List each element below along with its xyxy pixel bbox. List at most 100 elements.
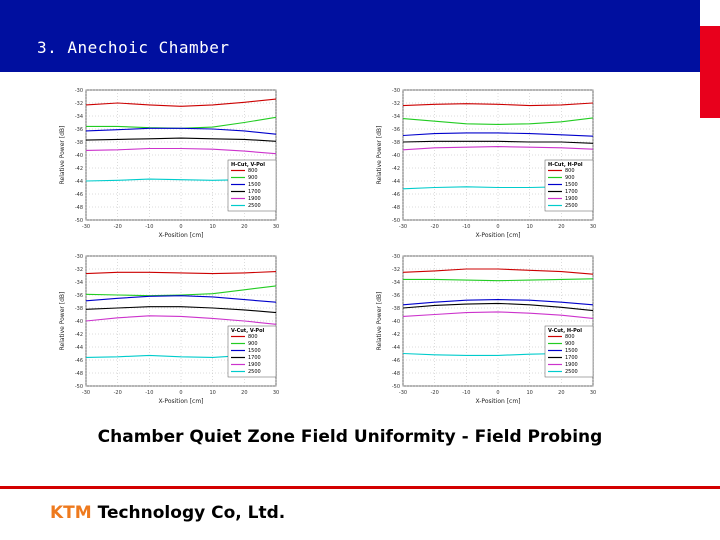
x-tick-label: -30	[82, 390, 90, 396]
series-line-1500	[85, 295, 277, 303]
series-line-1700	[402, 140, 594, 144]
y-tick-label: -40	[392, 319, 400, 325]
legend-title: V-Cut, H-Pol	[548, 328, 582, 334]
y-tick-label: -48	[392, 371, 400, 377]
series-line-1700	[85, 137, 277, 142]
series-line-900	[85, 285, 277, 297]
legend-label: 1700	[565, 355, 578, 361]
y-tick-label: -32	[392, 267, 400, 273]
y-tick-label: -32	[392, 101, 400, 107]
legend-label: 1900	[248, 196, 261, 202]
y-tick-label: -38	[392, 306, 400, 312]
y-tick-label: -32	[75, 267, 83, 273]
legend-label: 800	[248, 334, 258, 340]
x-tick-label: 0	[496, 390, 499, 396]
legend-label: 1700	[248, 355, 261, 361]
y-tick-label: -40	[75, 153, 83, 159]
y-tick-label: -42	[75, 166, 83, 172]
header-bar: 3. Anechoic Chamber	[0, 0, 700, 72]
legend-label: 1900	[248, 362, 261, 368]
company-suffix: Technology Co, Ltd.	[91, 503, 286, 523]
x-tick-label: 10	[209, 390, 215, 396]
x-tick-label: -30	[399, 390, 407, 396]
series-line-1900	[85, 147, 277, 155]
y-tick-label: -46	[392, 192, 400, 198]
y-axis-label: Relative Power [dB]	[376, 292, 383, 351]
chart-v-cut-v-pol: -30 -32 -34 -36 -38 -40 -42 -44 -46 -48 -50 -30 -20-…	[48, 250, 298, 413]
footer-divider	[0, 486, 720, 489]
y-tick-label: -30	[75, 88, 83, 94]
legend-label: 900	[565, 175, 575, 181]
x-tick-label: 10	[209, 224, 215, 230]
y-tick-label: -36	[75, 127, 83, 133]
legend-label: 1900	[565, 196, 578, 202]
legend-title: V-Cut, V-Pol	[231, 328, 265, 334]
legend-label: 1700	[248, 189, 261, 195]
series-line-900	[402, 117, 594, 125]
chart-svg: -30-32-34-36-38-40-42-44-46-48-50-30 -20-…	[376, 254, 596, 405]
y-tick-label: -44	[75, 179, 83, 185]
y-tick-label: -30	[75, 254, 83, 260]
y-tick-label: -40	[75, 319, 83, 325]
y-tick-label: -30	[392, 88, 400, 94]
series-line-1500	[402, 132, 594, 137]
legend-label: 2500	[248, 369, 261, 375]
legend-label: 1500	[248, 348, 261, 354]
series-line-1500	[402, 299, 594, 306]
series-line-1900	[402, 146, 594, 151]
x-tick-label: 30	[273, 224, 279, 230]
x-tick-label: -20	[431, 390, 439, 396]
legend-box	[227, 325, 277, 378]
y-tick-label: -46	[75, 192, 83, 198]
y-tick-label: -50	[392, 218, 400, 224]
series-line-1700	[402, 302, 594, 312]
series-line-1500	[85, 127, 277, 135]
series-line-1900	[85, 315, 277, 325]
chart-svg: -30-32-34-36-38-40-42-44-46-48-50-30 -20-…	[59, 254, 279, 405]
x-tick-label: -10	[462, 224, 470, 230]
x-tick-label: -30	[399, 224, 407, 230]
chart-v-cut-h-pol: -30 -32 -34 -36 -38 -40 -42 -44 -46 -48 -50 -30 -20-…	[365, 250, 615, 413]
x-tick-label: 30	[590, 224, 596, 230]
y-tick-label: -44	[392, 345, 400, 351]
x-tick-label: 10	[526, 390, 532, 396]
legend-label: 800	[565, 334, 575, 340]
x-tick-label: -10	[462, 390, 470, 396]
y-tick-label: -46	[75, 358, 83, 364]
y-axis-label: Relative Power [dB]	[59, 126, 66, 185]
y-tick-label: -34	[75, 114, 83, 120]
company-name: KTM Technology Co, Ltd.	[50, 503, 285, 523]
y-tick-label: -44	[75, 345, 83, 351]
y-tick-label: -36	[392, 293, 400, 299]
chart-svg: -30-32-34-36-38-40-42-44-46-48-50-30 -20-…	[376, 88, 596, 239]
x-tick-label: 30	[590, 390, 596, 396]
chart-svg: -30-32-34-36-38-40-42-44-46-48-50-30 -20-…	[59, 88, 279, 239]
x-tick-label: -20	[114, 224, 122, 230]
series-line-1900	[402, 311, 594, 319]
y-tick-label: -42	[392, 166, 400, 172]
legend-label: 900	[565, 341, 575, 347]
legend-label: 1500	[565, 348, 578, 354]
page-title: 3. Anechoic Chamber	[37, 38, 230, 57]
x-tick-label: -10	[145, 224, 153, 230]
legend-box	[227, 159, 277, 212]
x-axis-label: X-Position [cm]	[475, 398, 520, 405]
legend-label: 1500	[565, 182, 578, 188]
y-tick-label: -44	[392, 179, 400, 185]
legend-label: 2500	[565, 369, 578, 375]
series-line-800	[402, 102, 594, 107]
y-tick-label: -34	[392, 114, 400, 120]
series-line-800	[402, 268, 594, 275]
x-tick-label: 10	[526, 224, 532, 230]
y-tick-label: -38	[75, 306, 83, 312]
y-tick-label: -36	[75, 293, 83, 299]
y-tick-label: -50	[75, 218, 83, 224]
y-tick-label: -48	[75, 205, 83, 211]
series-line-800	[85, 98, 277, 107]
x-tick-label: 20	[241, 390, 247, 396]
legend-title: H-Cut, V-Pol	[231, 162, 265, 168]
y-axis-label: Relative Power [dB]	[59, 292, 66, 351]
x-tick-label: -10	[145, 390, 153, 396]
x-tick-label: 0	[179, 390, 182, 396]
y-tick-label: -34	[392, 280, 400, 286]
